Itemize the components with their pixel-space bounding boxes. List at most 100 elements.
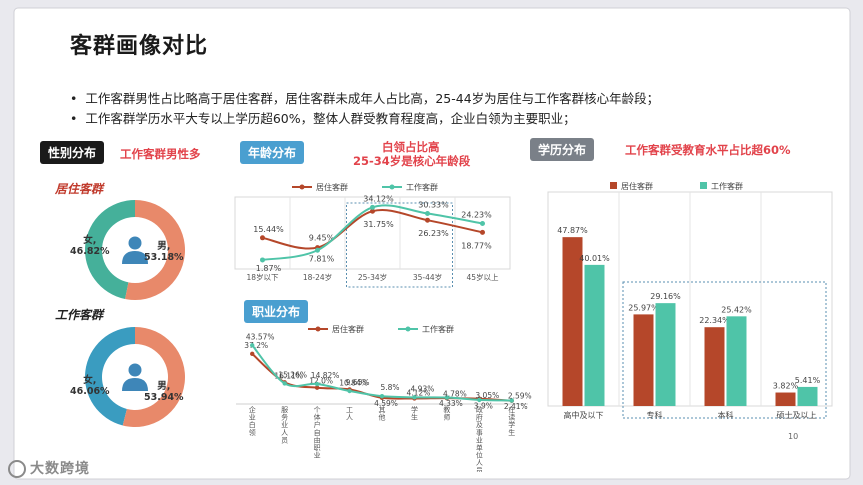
age-data-label: 15.44% — [253, 225, 284, 234]
occ-data-label: 4.12% — [407, 388, 431, 397]
age-tag: 年龄分布 — [240, 141, 305, 164]
gender-tag: 性别分布 — [40, 141, 105, 164]
occ-tick-char: 工 — [346, 406, 353, 414]
donut-slice-男 — [125, 200, 185, 300]
age-data-label: 7.81% — [309, 254, 335, 263]
edu-tick-label: 硕士及以上 — [777, 410, 817, 420]
occ-tick-char: 学 — [411, 405, 418, 414]
occ-tick-char: 体 — [314, 413, 321, 422]
donut-slice-女 — [85, 327, 135, 426]
edu-highlight-box — [622, 281, 827, 419]
watermark-text: 大数跨境 — [30, 461, 90, 477]
res-male-label: 男, 53.18% — [144, 241, 184, 263]
occ-tick-char: 业 — [476, 435, 483, 444]
person-body-icon — [122, 378, 148, 391]
age-data-label: 1.87% — [256, 264, 282, 273]
edu-bar — [726, 316, 747, 406]
res-female-name: 女, — [83, 235, 97, 246]
occ-tick-char: 生 — [508, 428, 515, 437]
edu-data-label: 25.97% — [628, 303, 659, 312]
occ-tick-char: 教 — [443, 405, 450, 414]
occ-tick-char: 服 — [281, 406, 288, 414]
occ-tick-label: 企业白领 — [249, 405, 256, 437]
edu-data-label: 3.82% — [773, 382, 799, 391]
occ-tick-char: 员 — [476, 467, 483, 472]
occ-data-label: 4.59% — [374, 399, 398, 408]
edu-bar — [633, 314, 654, 406]
person-body-icon — [122, 251, 148, 264]
edu-bar — [655, 303, 676, 406]
occ-tick-char: 政 — [476, 405, 483, 414]
age-data-label: 31.75% — [363, 220, 394, 229]
watermark: 大数跨境 — [8, 458, 90, 478]
legend-label-0: 居住客群 — [332, 324, 364, 334]
occ-tick-char: 务 — [281, 413, 288, 422]
occ-tick-char: 府 — [476, 413, 483, 422]
occ-tick-label: 学生 — [411, 405, 418, 422]
legend-label-1: 工作客群 — [406, 182, 438, 192]
age-tick-label: 35-44岁 — [413, 272, 442, 282]
age-point — [260, 257, 265, 263]
work-label: 工作客群 — [55, 308, 104, 322]
edu-tick-label: 专科 — [647, 410, 663, 420]
occ-tick-label: 政府及事业单位人员 — [476, 405, 483, 472]
education-tag: 学历分布 — [530, 138, 595, 161]
res-female-value: 46.82% — [70, 246, 110, 257]
occ-tick-char: 业 — [314, 451, 321, 460]
occ-tick-char: 及 — [476, 421, 483, 429]
occ-tick-char: 学 — [508, 420, 515, 429]
work-male-name: 男, — [157, 381, 171, 392]
legend-swatch-0 — [610, 182, 617, 189]
occ-tick-char: 业 — [249, 413, 256, 422]
occ-data-label: 10.84% — [339, 378, 368, 387]
age-line-0 — [262, 209, 483, 250]
occ-tick-char: 位 — [476, 451, 483, 460]
occ-tick-label: 其他 — [379, 406, 386, 422]
age-note-1: 白领占比高 — [382, 140, 440, 154]
occ-data-label: 2.59% — [508, 391, 532, 400]
residential-label: 居住客群 — [55, 182, 104, 196]
edu-tick-label: 本科 — [718, 410, 734, 420]
legend-label-1: 工作客群 — [711, 181, 743, 191]
occupation-tag: 职业分布 — [244, 300, 309, 323]
res-male-name: 男, — [157, 241, 171, 252]
occ-data-label: 43.57% — [246, 332, 275, 341]
occ-tick-char: 业 — [281, 420, 288, 429]
occ-data-label: 15.26% — [278, 370, 307, 379]
occ-data-label: 5.8% — [380, 383, 399, 392]
donut-slice-女 — [85, 200, 135, 300]
occ-data-label: 3.9% — [474, 402, 493, 411]
age-data-label: 24.23% — [461, 210, 492, 219]
work-male-label: 男, 53.94% — [144, 381, 184, 403]
occ-point — [347, 388, 352, 394]
edu-data-label: 22.34% — [699, 316, 730, 325]
age-chart: 居住客群 工作客群 15.44% 9.45% 31.75% 26.23% 18.77% 1.8… — [234, 182, 511, 288]
occ-tick-char: 单 — [476, 443, 483, 452]
occ-tick-char: 生 — [411, 413, 418, 422]
edu-bar — [584, 264, 605, 406]
occ-tick-label: 个体户自由职业 — [314, 406, 321, 460]
occ-data-label: 4.93% — [411, 384, 435, 393]
edu-bar — [797, 386, 818, 406]
occ-tick-label: 教师 — [443, 405, 450, 422]
legend-marker-0 — [315, 326, 321, 332]
occ-tick-char: 自 — [314, 428, 321, 437]
occ-tick-char: 事 — [476, 428, 483, 437]
age-plot-frame — [234, 196, 511, 270]
legend-marker-1 — [405, 326, 411, 332]
age-tick-label: 18-24岁 — [303, 272, 332, 282]
occ-tick-char: 个 — [314, 406, 321, 414]
occ-tick-label: 工人 — [346, 406, 353, 422]
edu-tick-label: 高中及以下 — [564, 410, 604, 420]
occ-tick-char: 其 — [379, 406, 386, 414]
bullet-1-text: 工作客群男性占比略高于居住客群，居住客群未成年人占比高，25-44岁为居住与工作… — [85, 91, 660, 106]
age-tick-label: 25-34岁 — [358, 272, 387, 282]
age-note-2: 25-34岁是核心年龄段 — [353, 154, 471, 168]
edu-data-label: 40.01% — [579, 254, 610, 263]
age-highlight-box — [346, 202, 453, 288]
age-tick-label: 45岁以上 — [466, 272, 499, 282]
occ-point — [314, 381, 320, 387]
legend-label-0: 居住客群 — [316, 182, 348, 192]
occ-tick-label: 服务业人员 — [281, 406, 288, 444]
